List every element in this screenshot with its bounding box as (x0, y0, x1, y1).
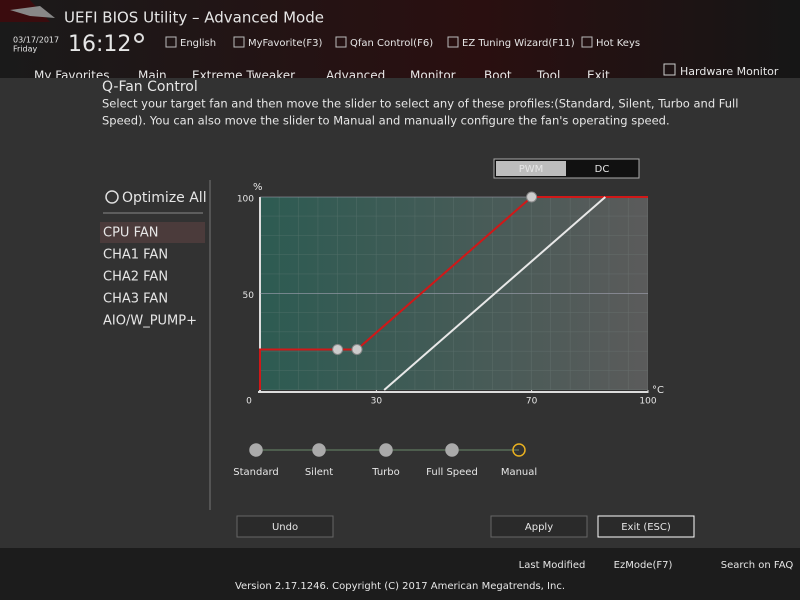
button-label: Undo (272, 522, 298, 533)
profile-knob[interactable] (379, 443, 393, 457)
monitor-icon (663, 63, 676, 76)
footer-item[interactable]: EzMode(F7) (614, 560, 673, 571)
y-tick-label: 50 (243, 291, 255, 301)
profile-label: Turbo (371, 467, 400, 478)
top-bar (0, 0, 800, 78)
fan-item[interactable]: AIO/W_PUMP+ (103, 314, 197, 329)
x-unit: °C (652, 385, 664, 396)
y-tick-label: 100 (237, 195, 254, 205)
footer-item[interactable]: Search on FAQ (721, 560, 794, 571)
mode-label: PWM (519, 164, 544, 175)
date: 03/17/2017 (13, 36, 59, 45)
settings-gear[interactable] (134, 33, 144, 43)
button[interactable] (597, 515, 695, 538)
profile-label: Full Speed (426, 467, 478, 478)
button[interactable] (490, 515, 588, 538)
footer (0, 548, 800, 600)
fan-item[interactable]: CHA3 FAN (103, 292, 168, 307)
curve (259, 196, 648, 390)
app-title: UEFI BIOS Utility – Advanced Mode (64, 9, 324, 27)
mode-button[interactable] (567, 161, 637, 176)
description-line: Select your target fan and then move the… (102, 97, 738, 111)
button-label: Exit (ESC) (621, 522, 671, 533)
toolbar-icon (165, 36, 177, 48)
fan-highlight (100, 222, 205, 243)
y-unit: % (253, 182, 263, 193)
optimize-all[interactable]: Optimize All (122, 190, 207, 206)
toolbar-icon (581, 36, 593, 48)
toolbar-item[interactable]: English (180, 38, 216, 49)
profile-label: Standard (233, 467, 279, 478)
rog-logo (10, 6, 55, 18)
x-tick-label: 70 (526, 397, 538, 407)
fan-item[interactable]: CPU FAN (103, 226, 158, 241)
toolbar-item[interactable]: Qfan Control(F6) (350, 38, 433, 49)
mode-button[interactable] (496, 161, 566, 176)
toolbar-item[interactable]: Hot Keys (596, 38, 640, 49)
x-tick-label: 100 (639, 397, 656, 407)
dialog-title: Q-Fan Control (102, 79, 198, 95)
profile-knob[interactable] (445, 443, 459, 457)
version: Version 2.17.1246. Copyright (C) 2017 Am… (235, 581, 565, 592)
curve-handle[interactable] (332, 343, 344, 355)
toolbar-item[interactable]: EZ Tuning Wizard(F11) (462, 38, 575, 49)
curve-handle[interactable] (351, 343, 363, 355)
fan-item[interactable]: CHA1 FAN (103, 248, 168, 263)
curve (383, 196, 606, 391)
curve-handle[interactable] (526, 191, 538, 203)
mode-label: DC (595, 164, 610, 175)
toolbar-icon (447, 36, 459, 48)
profile-label: Silent (305, 467, 333, 478)
description-line: Speed). You can also move the slider to … (102, 114, 670, 128)
profile-knob[interactable] (312, 443, 326, 457)
toolbar-icon (233, 36, 245, 48)
profile-knob[interactable] (249, 443, 263, 457)
profile-knob[interactable] (512, 443, 526, 457)
clock: 16:12 (68, 32, 131, 57)
fan-item[interactable]: CHA2 FAN (103, 270, 168, 285)
toolbar-item[interactable]: MyFavorite(F3) (248, 38, 323, 49)
toolbar-icon (335, 36, 347, 48)
button-label: Apply (525, 522, 553, 533)
button[interactable] (236, 515, 334, 538)
profile-label: Manual (501, 467, 537, 478)
optimize-icon (105, 190, 119, 204)
x-tick-label: 30 (371, 397, 383, 407)
x-tick-label: 0 (246, 397, 252, 407)
day: Friday (13, 45, 38, 54)
footer-item[interactable]: Last Modified (519, 560, 586, 571)
hardware-monitor[interactable]: Hardware Monitor (680, 65, 779, 78)
